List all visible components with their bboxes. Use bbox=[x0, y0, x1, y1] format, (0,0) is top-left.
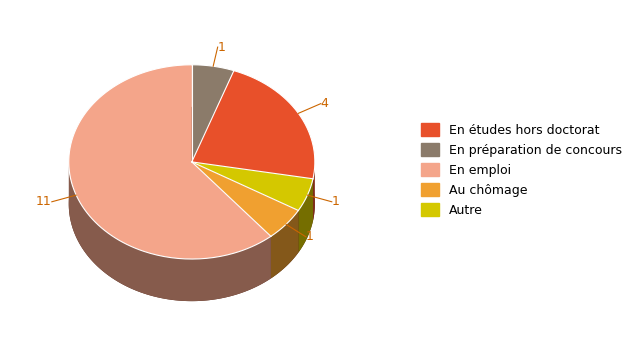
Polygon shape bbox=[68, 65, 271, 259]
Polygon shape bbox=[68, 163, 271, 301]
Text: 1: 1 bbox=[218, 40, 225, 54]
Legend: En études hors doctorat, En préparation de concours, En emploi, Au chômage, Autr: En études hors doctorat, En préparation … bbox=[415, 118, 627, 222]
Polygon shape bbox=[192, 71, 315, 179]
Text: 1: 1 bbox=[306, 230, 314, 243]
Polygon shape bbox=[313, 163, 315, 221]
Polygon shape bbox=[192, 65, 234, 162]
Text: 11: 11 bbox=[36, 195, 52, 208]
Text: 4: 4 bbox=[321, 97, 329, 110]
Polygon shape bbox=[192, 162, 313, 210]
Polygon shape bbox=[298, 179, 313, 253]
Text: 1: 1 bbox=[332, 195, 340, 208]
Polygon shape bbox=[68, 107, 315, 301]
Polygon shape bbox=[271, 210, 298, 278]
Polygon shape bbox=[192, 162, 298, 236]
